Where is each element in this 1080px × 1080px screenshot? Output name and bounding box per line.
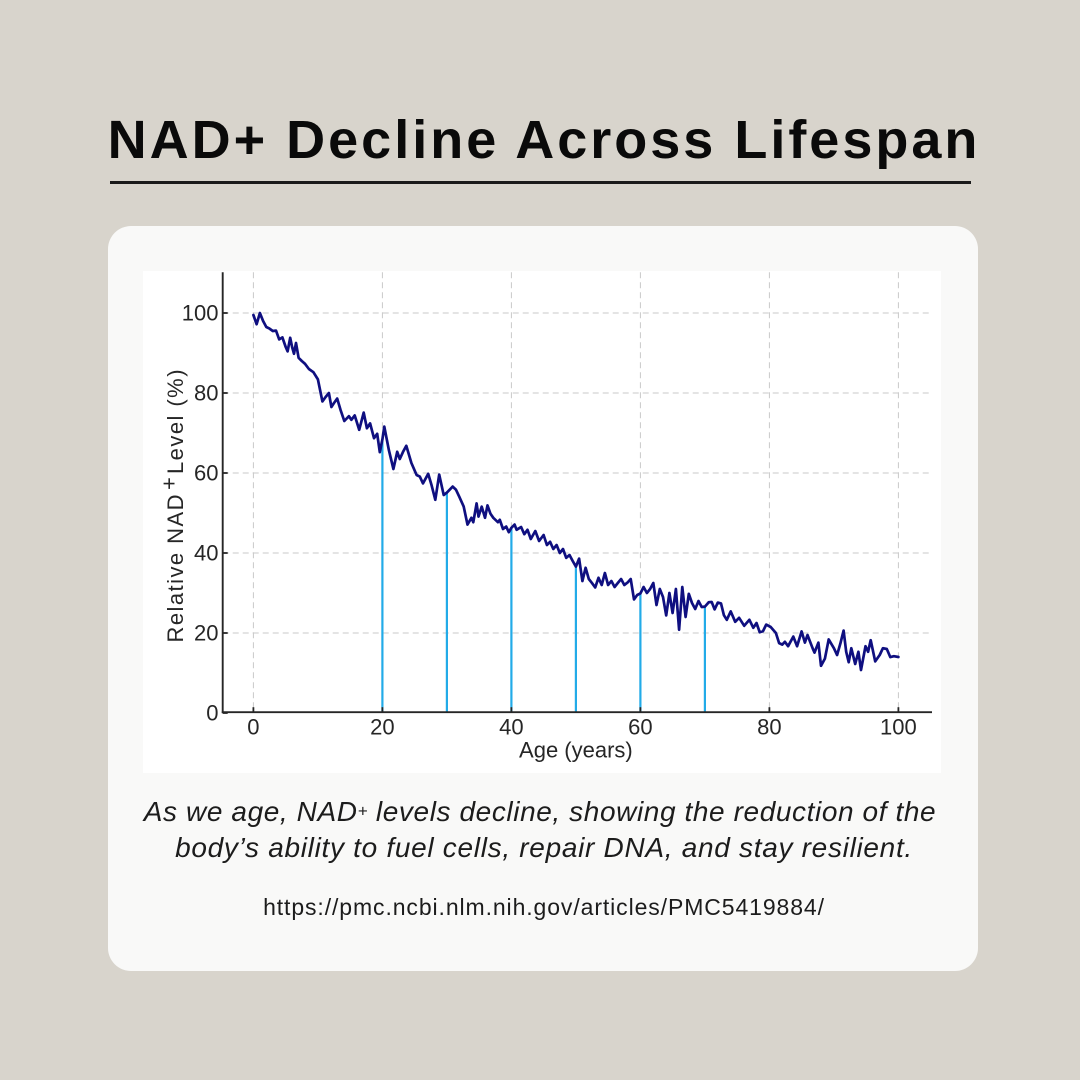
- svg-text:100: 100: [182, 301, 219, 326]
- svg-text:60: 60: [194, 461, 218, 486]
- svg-text:0: 0: [206, 701, 218, 726]
- svg-text:40: 40: [194, 541, 218, 566]
- svg-text:0: 0: [247, 715, 259, 740]
- svg-text:20: 20: [370, 715, 394, 740]
- svg-text:60: 60: [628, 715, 652, 740]
- svg-text:Level (%): Level (%): [163, 368, 188, 474]
- svg-text:100: 100: [880, 715, 917, 740]
- svg-text:+: +: [157, 476, 182, 490]
- svg-text:Relative NAD: Relative NAD: [163, 493, 188, 642]
- svg-text:40: 40: [499, 715, 523, 740]
- svg-text:Age (years): Age (years): [519, 738, 633, 763]
- svg-text:80: 80: [757, 715, 781, 740]
- svg-text:80: 80: [194, 381, 218, 406]
- svg-text:20: 20: [194, 621, 218, 646]
